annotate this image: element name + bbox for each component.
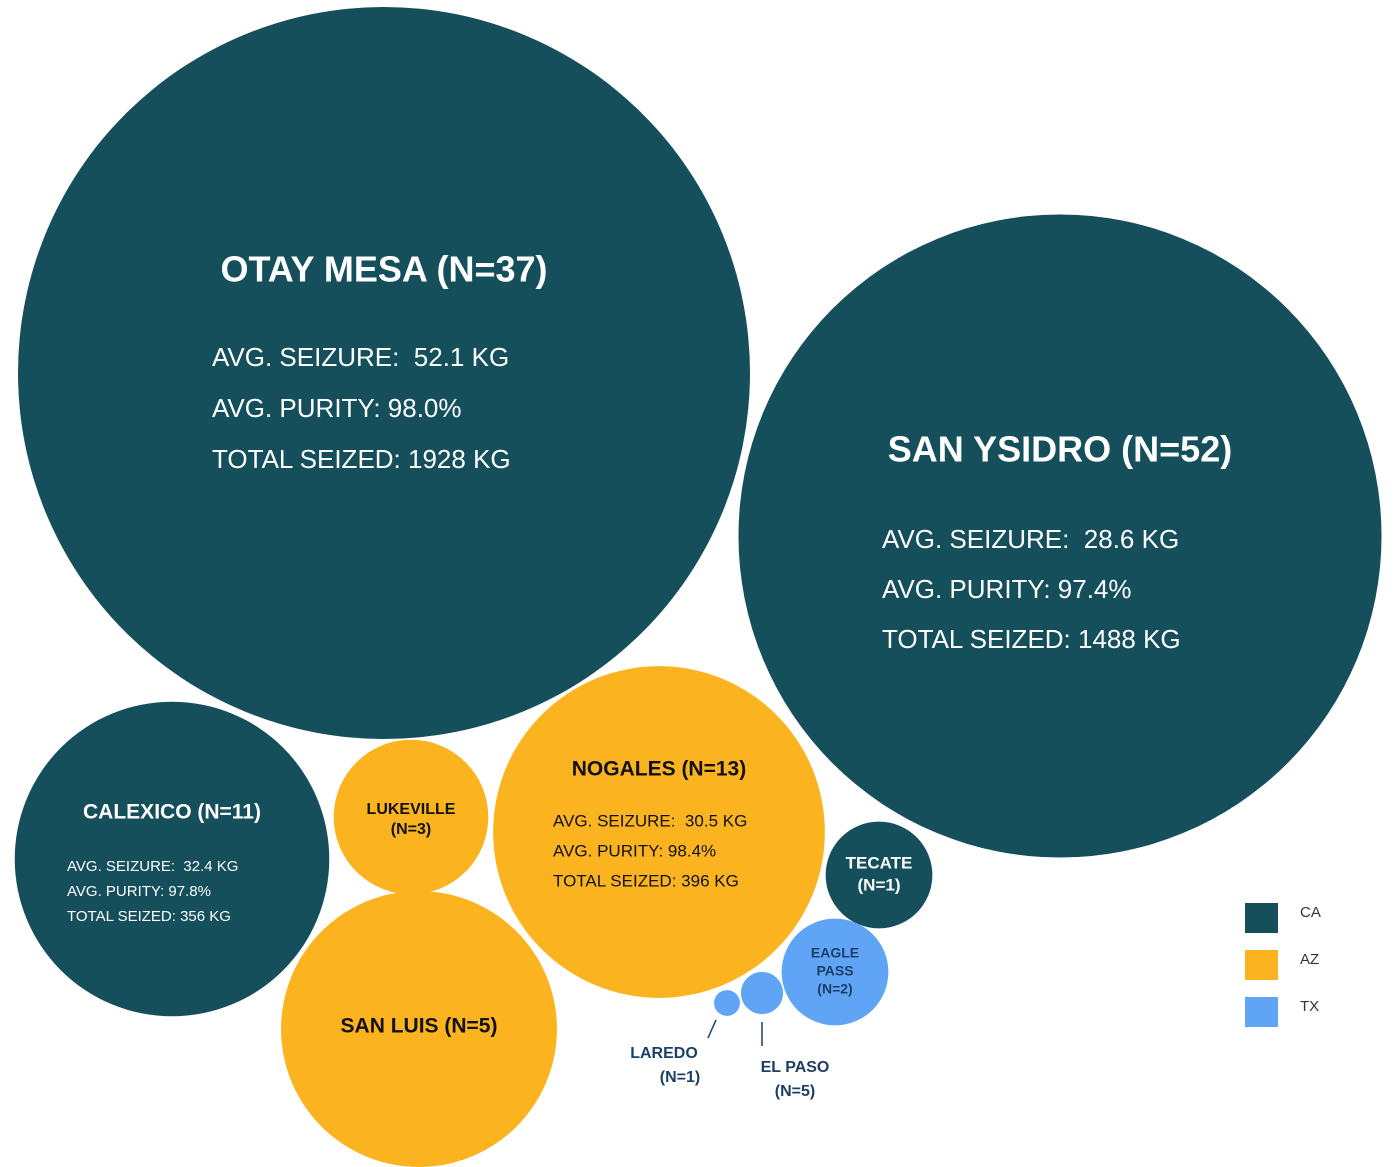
bubble-title: (N=5): [775, 1083, 815, 1100]
legend-label: CA: [1300, 904, 1321, 921]
bubble: [714, 990, 740, 1016]
bubble-stat: AVG. SEIZURE: 30.5 KG: [553, 811, 747, 830]
bubble: [740, 971, 784, 1015]
bubble-title: CALEXICO (N=11): [83, 801, 261, 824]
bubble: [281, 891, 557, 1167]
bubble-stat: AVG. PURITY: 98.4%: [553, 841, 716, 860]
bubble-stat: AVG. PURITY: 98.0%: [212, 393, 462, 423]
bubble: [781, 918, 889, 1026]
bubble-stat: TOTAL SEIZED: 356 KG: [67, 908, 231, 925]
bubble-title: EL PASO: [761, 1059, 830, 1076]
bubble-stat: AVG. PURITY: 97.4%: [882, 574, 1132, 604]
bubble: [14, 701, 330, 1017]
legend-swatch: [1245, 997, 1278, 1027]
legend-label: TX: [1300, 998, 1319, 1015]
bubble-title: PASS: [816, 963, 853, 979]
bubble-title: LUKEVILLE: [367, 801, 456, 818]
bubble-stat: AVG. PURITY: 97.8%: [67, 883, 211, 900]
bubble-title: (N=1): [660, 1069, 700, 1086]
legend-swatch: [1245, 950, 1278, 980]
bubble-title: (N=2): [817, 981, 852, 997]
bubble-stat: AVG. SEIZURE: 28.6 KG: [882, 524, 1179, 554]
leader-line: [707, 1019, 717, 1039]
bubble: [493, 666, 825, 998]
bubble-title: NOGALES (N=13): [572, 758, 746, 781]
bubble-stat: TOTAL SEIZED: 1928 KG: [212, 444, 511, 474]
bubble-title: (N=1): [858, 875, 901, 894]
legend-label: AZ: [1300, 951, 1319, 968]
bubble: [825, 821, 933, 929]
legend-swatch: [1245, 903, 1278, 933]
bubble: [18, 7, 750, 739]
bubble-title: SAN LUIS (N=5): [341, 1015, 498, 1038]
bubble: [738, 214, 1382, 858]
bubble-stat: TOTAL SEIZED: 396 KG: [553, 871, 739, 890]
bubble-title: (N=3): [391, 821, 431, 838]
bubble-stat: AVG. SEIZURE: 32.4 KG: [67, 858, 238, 875]
bubble-title: SAN YSIDRO (N=52): [888, 429, 1232, 470]
bubble-title: EAGLE: [811, 945, 859, 961]
bubble-stat: AVG. SEIZURE: 52.1 KG: [212, 342, 509, 372]
bubble: [333, 739, 489, 895]
bubble-title: OTAY MESA (N=37): [220, 249, 547, 290]
bubble-stat: TOTAL SEIZED: 1488 KG: [882, 624, 1181, 654]
bubble-title: TECATE: [846, 853, 913, 872]
bubble-title: LAREDO: [630, 1045, 698, 1062]
